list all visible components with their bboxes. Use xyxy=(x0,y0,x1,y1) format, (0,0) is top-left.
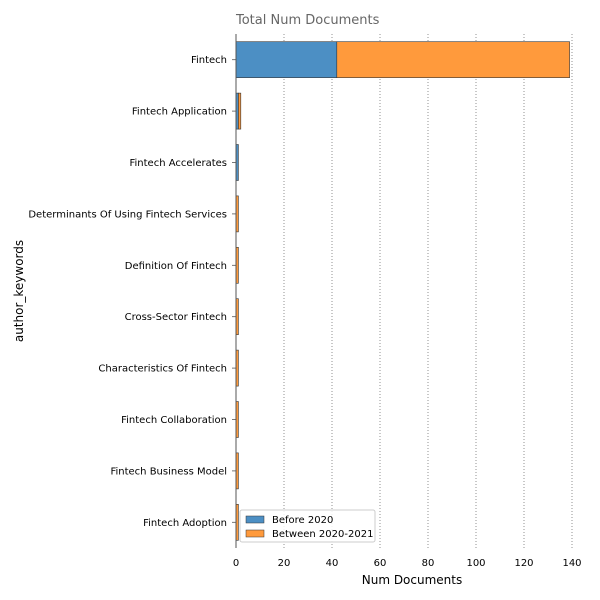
y-category-label: Fintech Adoption xyxy=(143,518,227,529)
x-tick-label: 0 xyxy=(233,558,239,569)
x-tick-label: 20 xyxy=(278,558,291,569)
y-category-label: Fintech Accelerates xyxy=(130,158,228,169)
legend-swatch-2020-2021 xyxy=(245,529,265,538)
y-category-label: Definition Of Fintech xyxy=(125,261,227,272)
y-category-label: Characteristics Of Fintech xyxy=(98,364,227,375)
legend: Before 2020 Between 2020-2021 xyxy=(239,509,376,543)
x-axis-title: Num Documents xyxy=(362,573,463,587)
x-gridlines xyxy=(283,34,573,548)
bar-segment-2020-2021 xyxy=(238,92,242,130)
bars xyxy=(235,41,570,541)
x-tick-labels: 0 20 40 60 80 100 120 140 xyxy=(233,558,582,569)
x-tick-label: 60 xyxy=(374,558,387,569)
y-category-labels: Fintech Fintech Application Fintech Accele… xyxy=(28,55,236,529)
legend-label-2020-2021: Between 2020-2021 xyxy=(272,529,373,540)
y-category-label: Determinants Of Using Fintech Services xyxy=(28,209,227,220)
legend-label-before-2020: Before 2020 xyxy=(272,515,333,526)
y-category-label: Cross-Sector Fintech xyxy=(125,312,227,323)
x-tick-label: 100 xyxy=(466,558,485,569)
bar-segment-before-2020 xyxy=(235,41,338,78)
x-tick-label: 120 xyxy=(514,558,533,569)
legend-swatch-before-2020 xyxy=(245,515,265,524)
x-tick-label: 40 xyxy=(326,558,339,569)
chart-title: Total Num Documents xyxy=(235,13,380,28)
x-tick-label: 80 xyxy=(422,558,435,569)
bar-segment-2020-2021 xyxy=(336,41,570,78)
y-category-label: Fintech Application xyxy=(132,107,227,118)
legend-box xyxy=(239,509,376,543)
y-axis-title: author_keywords xyxy=(12,240,26,342)
y-category-label: Fintech xyxy=(191,55,227,66)
y-category-label: Fintech Business Model xyxy=(110,466,227,477)
y-category-label: Fintech Collaboration xyxy=(121,415,227,426)
x-tick-label: 140 xyxy=(562,558,581,569)
